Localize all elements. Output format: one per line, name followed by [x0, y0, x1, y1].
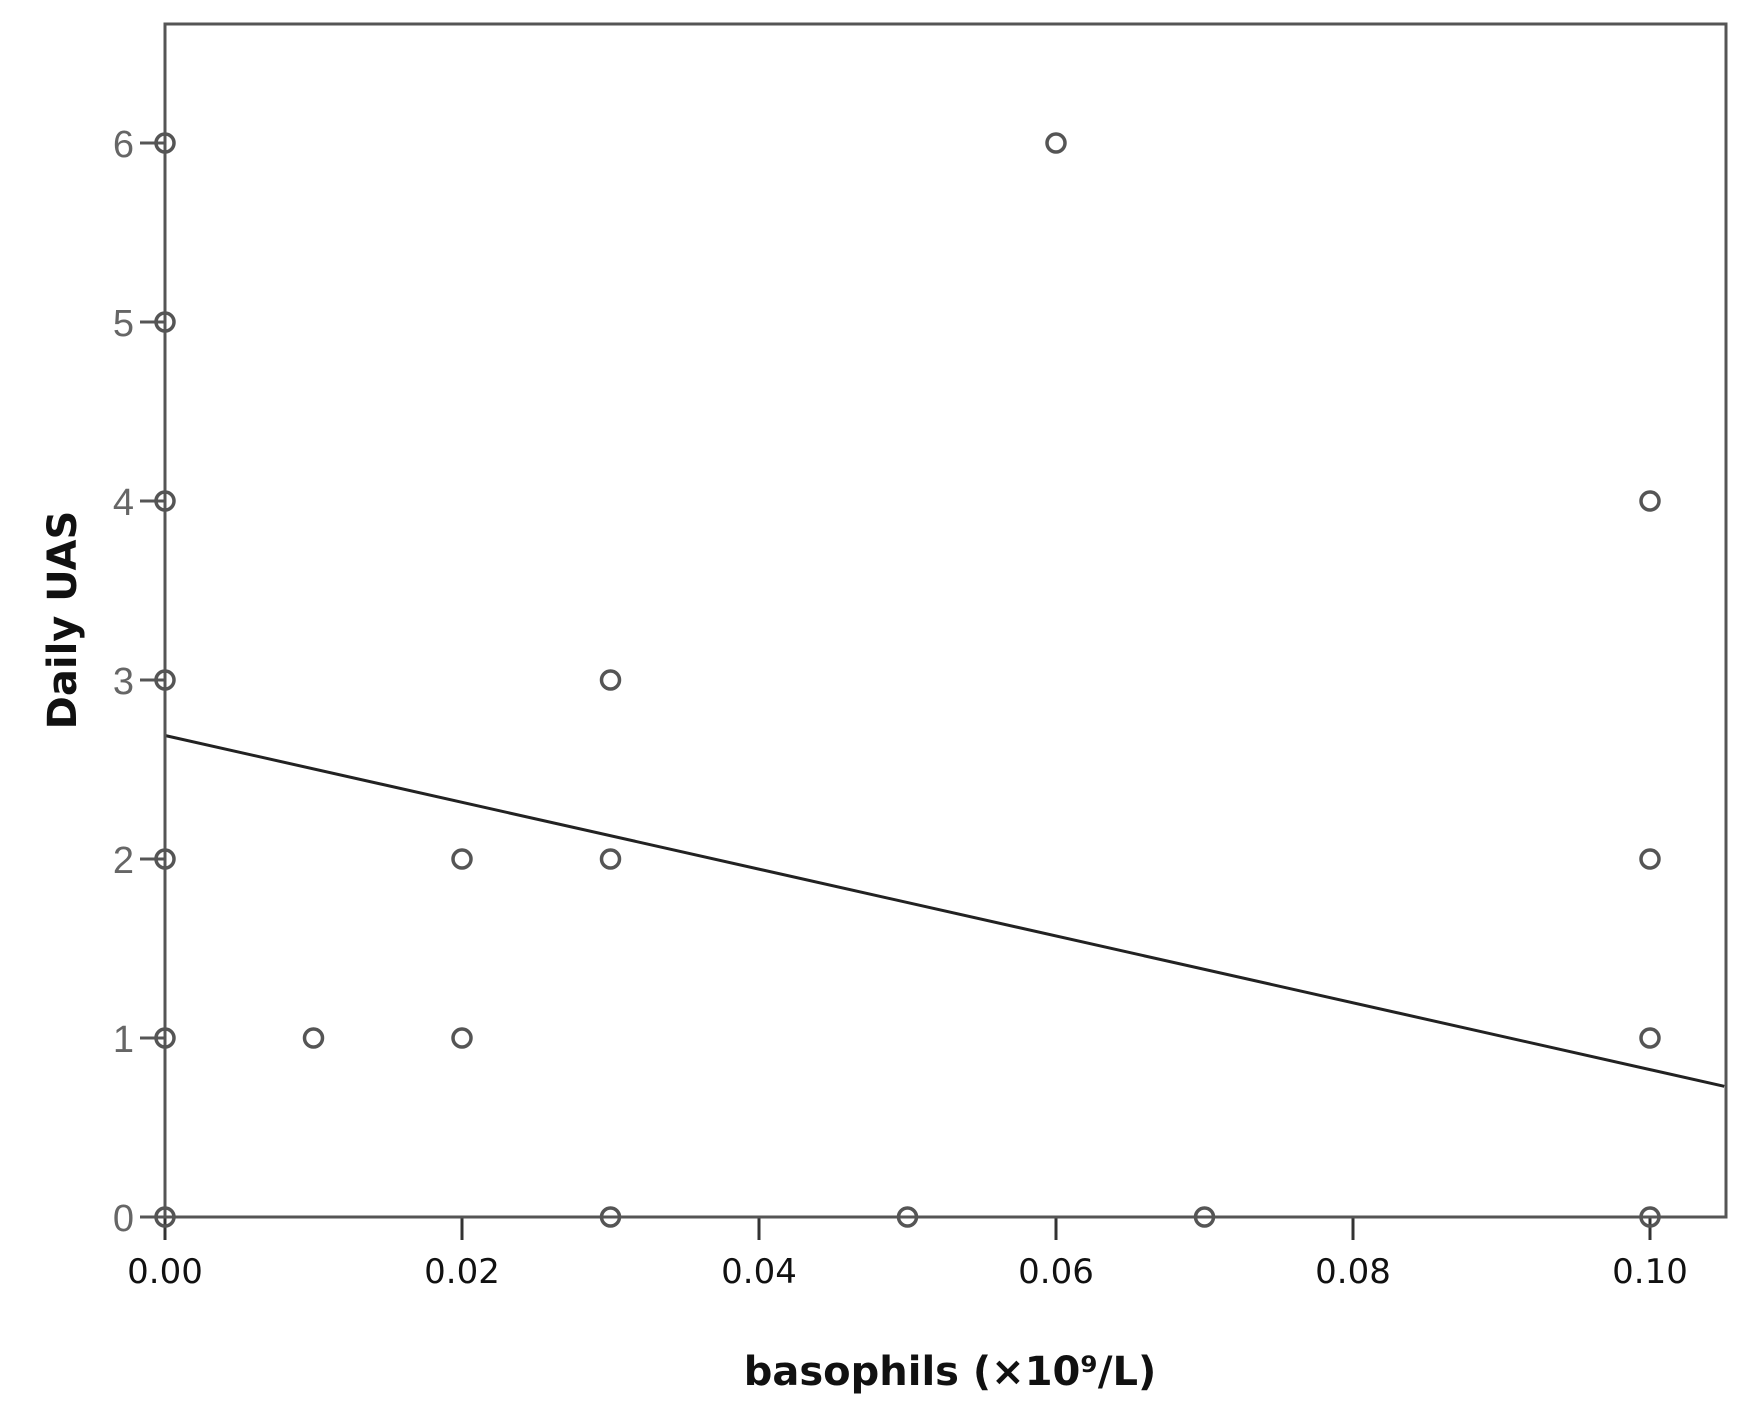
data-point: [599, 848, 622, 870]
x-tick-label: 0.02: [424, 1252, 500, 1292]
y-tick-label: 3: [113, 661, 134, 703]
y-tick-label: 0: [113, 1198, 134, 1240]
y-tick-label: 6: [113, 124, 134, 166]
x-tick-label: 0.06: [1018, 1252, 1094, 1292]
data-point: [1045, 132, 1067, 154]
x-tick-label: 0.10: [1612, 1252, 1688, 1292]
data-point: [302, 1027, 325, 1049]
fit-line: [164, 734, 1725, 1088]
y-axis-label: Daily UAS: [40, 511, 86, 730]
data-point: [451, 1027, 473, 1049]
data-points: [154, 132, 1661, 1228]
data-point: [1639, 1027, 1661, 1049]
x-tick-label: 0.04: [721, 1252, 797, 1292]
regression-line: [164, 734, 1725, 1088]
y-tick-label: 5: [113, 303, 134, 345]
data-point: [451, 848, 473, 870]
y-tick-label: 4: [113, 482, 134, 524]
axis-ticks: 0 1 2 3 4 5 6 0.00 0.02 0.04 0.06 0.08 0.10: [113, 124, 1688, 1292]
data-point: [1639, 848, 1661, 870]
x-axis-label: basophils (×10⁹/L): [744, 1349, 1157, 1395]
x-tick-label: 0.08: [1315, 1252, 1391, 1292]
data-point: [1639, 490, 1661, 512]
data-point: [599, 669, 622, 691]
plot-frame: [163, 22, 1728, 1219]
y-tick-label: 1: [113, 1019, 134, 1061]
y-tick-label: 2: [113, 840, 134, 882]
x-tick-label: 0.00: [127, 1252, 203, 1292]
